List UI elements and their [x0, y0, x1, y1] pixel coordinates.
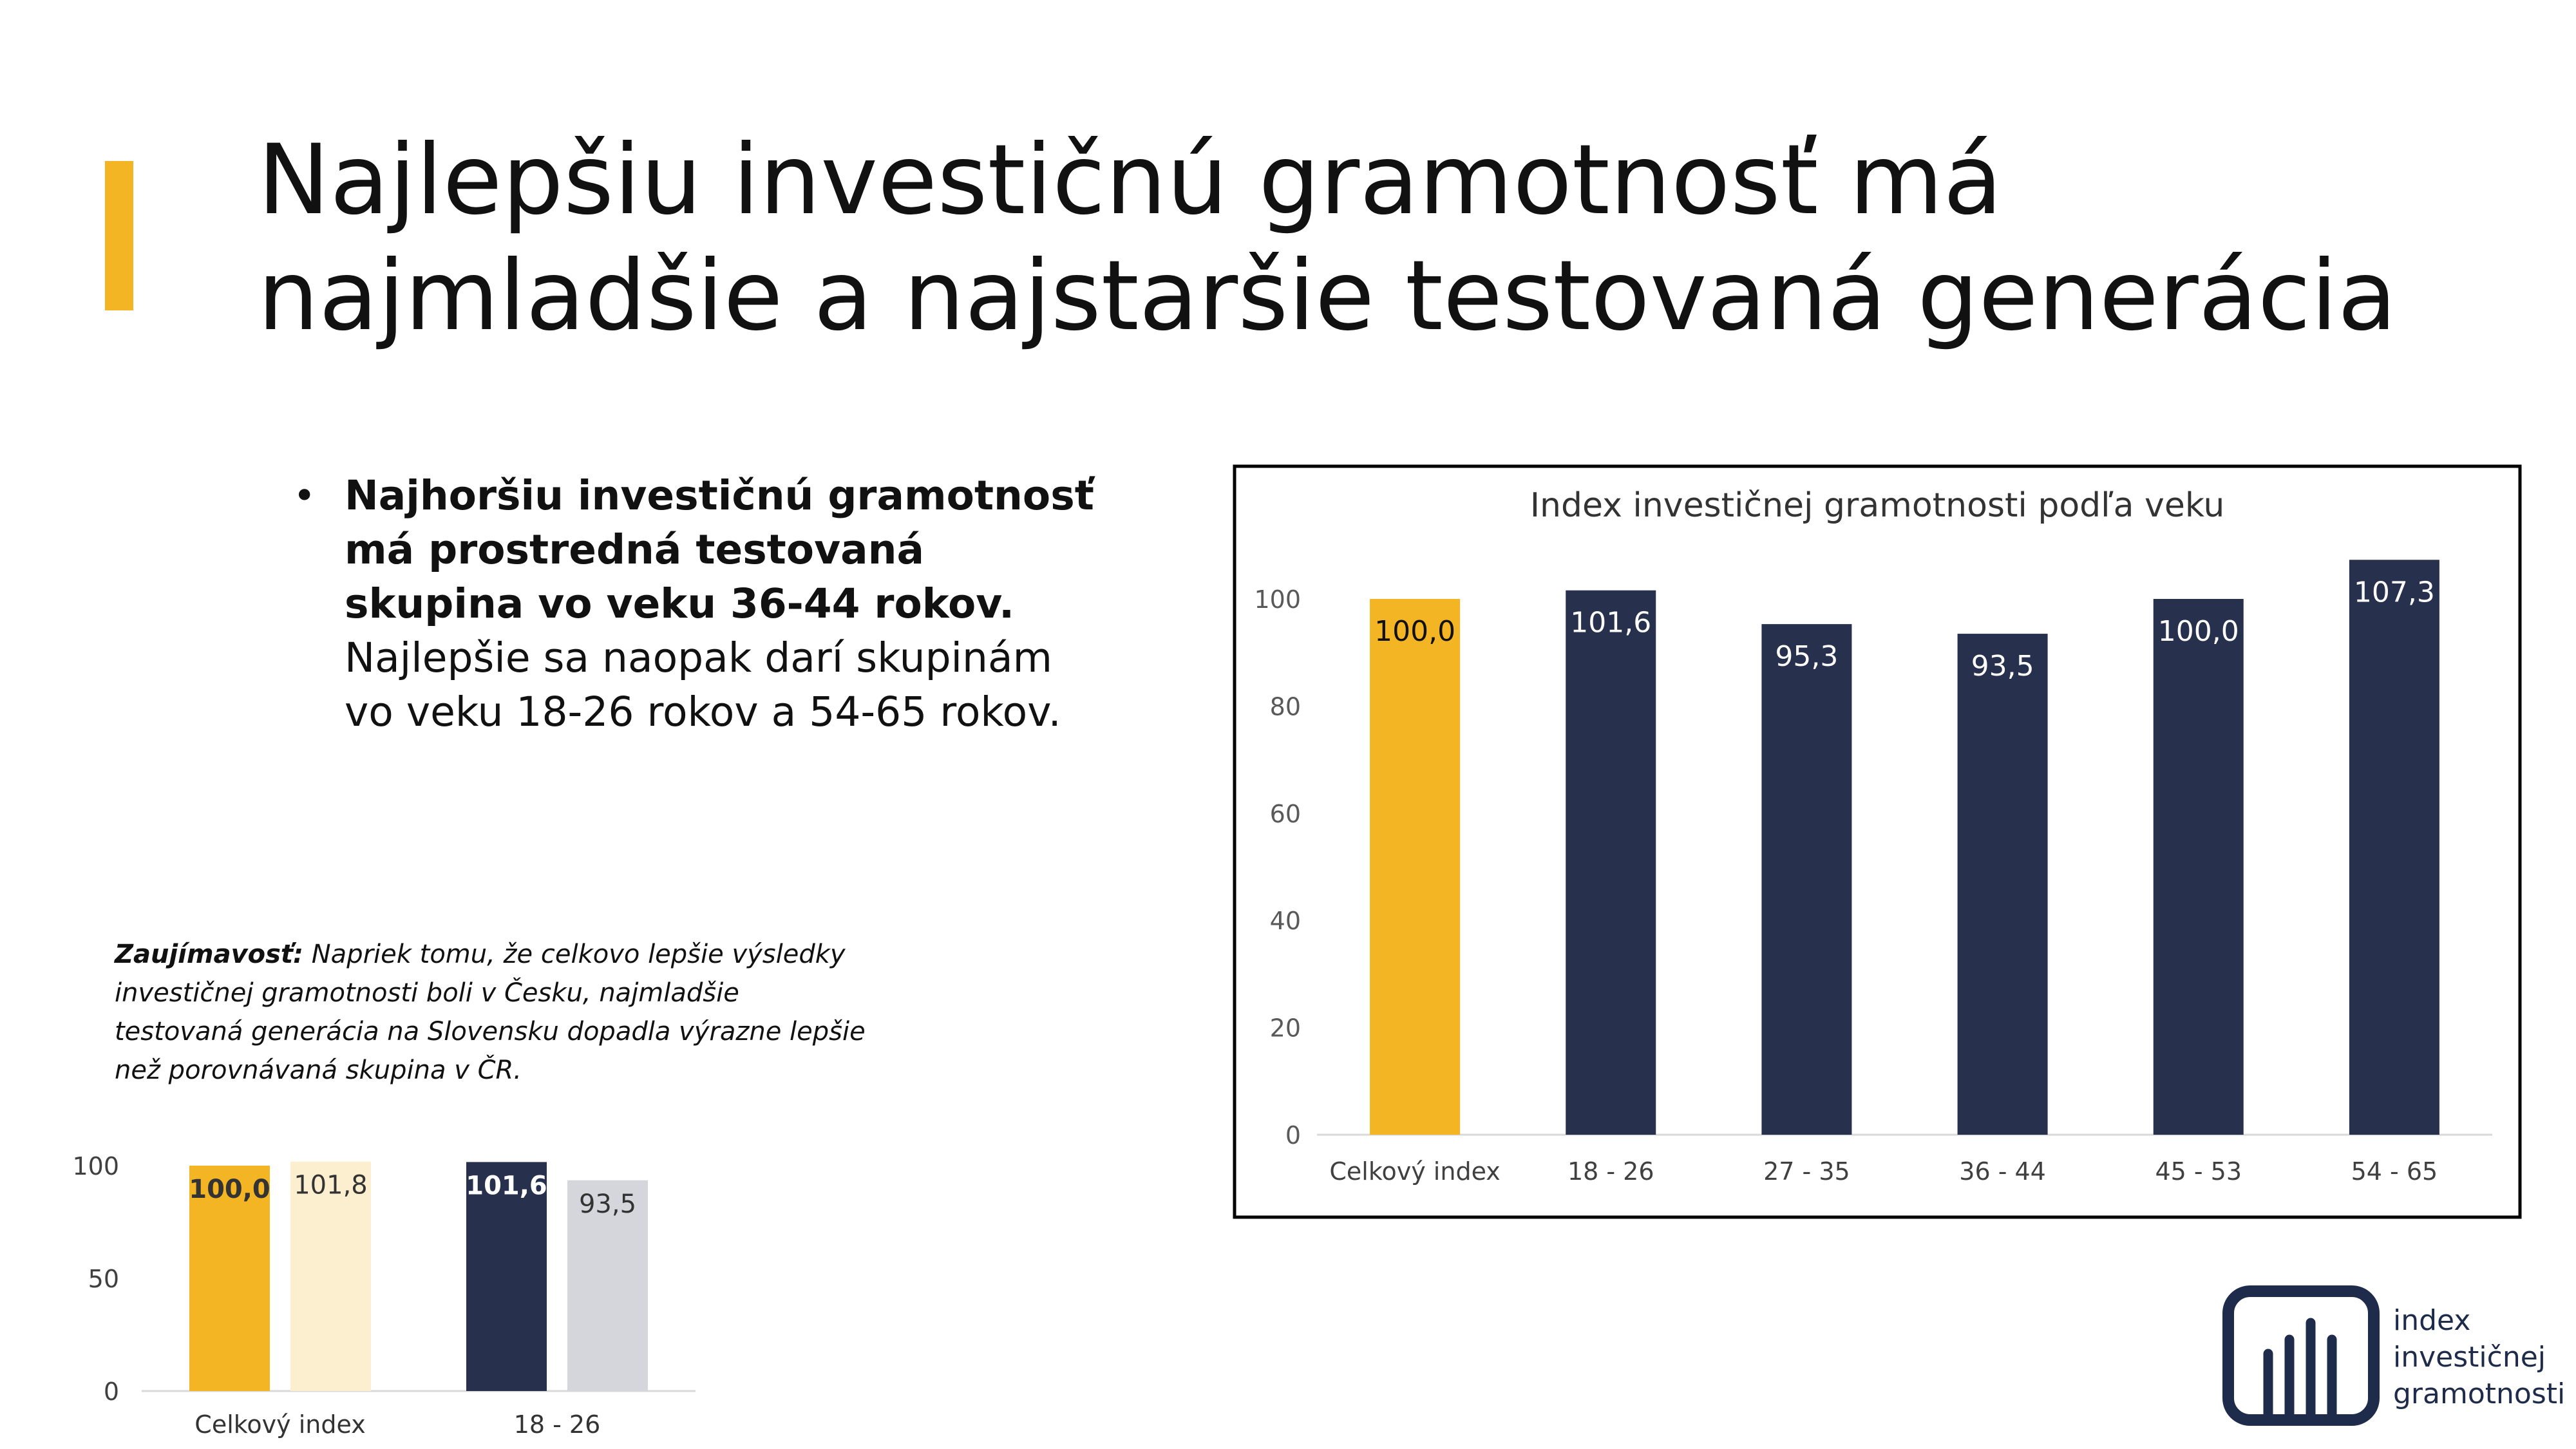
key-finding-rest: Najlepšie sa naopak darí skupinám vo vek… [345, 634, 1061, 735]
brand-logo-text: index investičnej gramotnosti [2393, 1302, 2565, 1412]
x-tick-label: 45 - 53 [2155, 1157, 2242, 1186]
bar-value-label: 101,8 [294, 1171, 368, 1200]
bar [2349, 560, 2439, 1135]
bars: 100,0 101,8 101,6 93,5 [189, 1161, 648, 1391]
x-tick-label: 54 - 65 [2351, 1157, 2438, 1186]
sk-cz-comparison-chart: 0 50 100 100,0 101,8 101,6 93,5 Celkový index… [72, 1152, 696, 1439]
bar-value-label: 93,5 [1971, 650, 2034, 683]
bar-value-label: 93,5 [579, 1189, 636, 1219]
y-tick-label: 20 [1270, 1014, 1301, 1043]
logo-line-3: gramotnosti [2393, 1378, 2566, 1410]
bar [1761, 624, 1852, 1135]
bar [1957, 634, 2048, 1135]
bar [567, 1180, 648, 1391]
y-tick-label: 0 [104, 1378, 119, 1406]
chart-title: Index investičnej gramotnosti podľa veku [1530, 486, 2225, 525]
logo-line-2: investičnej [2393, 1341, 2546, 1374]
title-accent-bar [105, 161, 133, 310]
bar [1370, 599, 1461, 1135]
slide-title: Najlepšiu investičnú gramotnosť má najml… [258, 124, 2397, 352]
key-finding-bullet: • Najhoršiu investičnú gramotnosť má pro… [293, 469, 1111, 739]
bar-value-label: 101,6 [1570, 607, 1651, 639]
bar [290, 1161, 371, 1391]
y-axis: 0 50 100 [72, 1152, 119, 1406]
brand-logo-icon [2222, 1285, 2380, 1426]
bar-value-label: 100,0 [2158, 615, 2239, 648]
fun-fact-note: Zaujímavosť: Napriek tomu, že celkovo le… [115, 935, 875, 1090]
bar-value-label: 95,3 [1775, 640, 1838, 673]
bullet-dot-icon: • [293, 473, 316, 518]
x-tick-label: 36 - 44 [1959, 1157, 2046, 1186]
bar-value-label: 101,6 [466, 1171, 547, 1200]
key-finding-text: Najhoršiu investičnú gramotnosť má prost… [345, 469, 1111, 739]
logo-line-1: index [2393, 1304, 2471, 1337]
bar [1566, 590, 1656, 1135]
y-tick-label: 40 [1270, 907, 1301, 935]
y-tick-label: 100 [72, 1152, 119, 1180]
x-tick-label: 27 - 35 [1763, 1157, 1850, 1186]
bar-value-label: 100,0 [189, 1175, 270, 1204]
x-axis: Celkový index 18 - 26 27 - 35 36 - 44 45 - 5… [1329, 1157, 2438, 1186]
bar-value-label: 100,0 [1374, 615, 1455, 648]
y-axis: 0 20 40 60 80 100 [1254, 585, 1301, 1150]
bars: 100,0 101,6 95,3 93,5 100,0 107,3 [1370, 560, 2439, 1135]
y-tick-label: 100 [1254, 585, 1301, 614]
x-tick-label: Celkový index [1329, 1157, 1500, 1186]
age-index-chart: Index investičnej gramotnosti podľa veku… [1233, 464, 2522, 1219]
y-tick-label: 0 [1285, 1121, 1301, 1150]
x-axis: Celkový index 18 - 26 [194, 1410, 600, 1439]
bar-value-label: 107,3 [2354, 576, 2435, 609]
y-tick-label: 80 [1270, 692, 1301, 721]
bar [2153, 599, 2244, 1135]
x-tick-label: 18 - 26 [514, 1410, 601, 1439]
fun-fact-label: Zaujímavosť: [115, 940, 304, 969]
y-tick-label: 50 [88, 1265, 119, 1293]
x-tick-label: 18 - 26 [1567, 1157, 1654, 1186]
bar [189, 1166, 270, 1391]
y-tick-label: 60 [1270, 800, 1301, 828]
x-tick-label: Celkový index [194, 1410, 365, 1439]
bar [466, 1162, 547, 1391]
key-finding-bold: Najhoršiu investičnú gramotnosť má prost… [345, 472, 1094, 627]
fun-fact-text: Napriek tomu, že celkovo lepšie výsledky… [115, 940, 866, 1085]
